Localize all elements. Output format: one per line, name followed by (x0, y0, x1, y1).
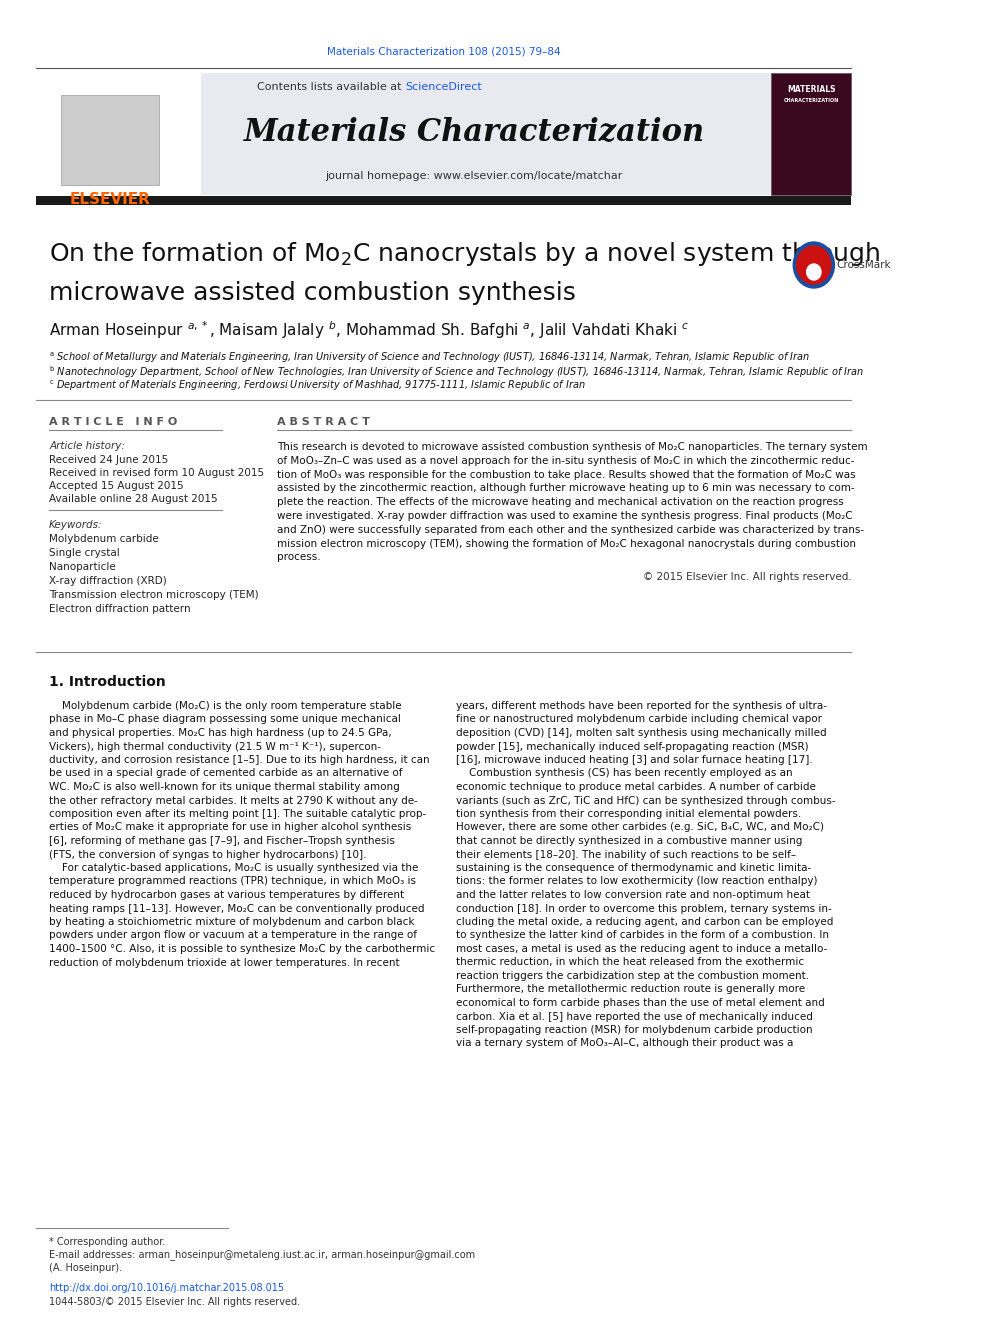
Circle shape (797, 246, 831, 284)
Text: to synthesize the latter kind of carbides in the form of a combustion. In: to synthesize the latter kind of carbide… (456, 930, 829, 941)
Text: This research is devoted to microwave assisted combustion synthesis of Mo₂C nano: This research is devoted to microwave as… (277, 442, 868, 452)
Text: heating ramps [11–13]. However, Mo₂C can be conventionally produced: heating ramps [11–13]. However, Mo₂C can… (50, 904, 425, 913)
Text: years, different methods have been reported for the synthesis of ultra-: years, different methods have been repor… (456, 701, 827, 710)
Text: temperature programmed reactions (TPR) technique, in which MoO₃ is: temperature programmed reactions (TPR) t… (50, 877, 417, 886)
Text: be used in a special grade of cemented carbide as an alternative of: be used in a special grade of cemented c… (50, 769, 403, 778)
Text: mission electron microscopy (TEM), showing the formation of Mo₂C hexagonal nanoc: mission electron microscopy (TEM), showi… (277, 538, 856, 549)
Text: powder [15], mechanically induced self-propagating reaction (MSR): powder [15], mechanically induced self-p… (456, 741, 808, 751)
Text: variants (such as ZrC, TiC and HfC) can be synthesized through combus-: variants (such as ZrC, TiC and HfC) can … (456, 795, 835, 806)
Text: Single crystal: Single crystal (50, 548, 120, 558)
Text: (FTS, the conversion of syngas to higher hydrocarbons) [10].: (FTS, the conversion of syngas to higher… (50, 849, 367, 860)
Text: cluding the metal oxide, a reducing agent, and carbon can be employed: cluding the metal oxide, a reducing agen… (456, 917, 833, 927)
Text: WC. Mo₂C is also well-known for its unique thermal stability among: WC. Mo₂C is also well-known for its uniq… (50, 782, 400, 792)
Circle shape (794, 242, 834, 288)
Text: Received in revised form 10 August 2015: Received in revised form 10 August 2015 (50, 468, 264, 478)
Text: http://dx.doi.org/10.1016/j.matchar.2015.08.015: http://dx.doi.org/10.1016/j.matchar.2015… (50, 1283, 285, 1293)
Text: On the formation of Mo$_2$C nanocrystals by a novel system through: On the formation of Mo$_2$C nanocrystals… (50, 239, 880, 269)
Text: reduction of molybdenum trioxide at lower temperatures. In recent: reduction of molybdenum trioxide at lowe… (50, 958, 400, 967)
Text: ELSEVIER: ELSEVIER (69, 193, 151, 208)
Bar (36, 196, 851, 205)
Text: Transmission electron microscopy (TEM): Transmission electron microscopy (TEM) (50, 590, 259, 601)
Text: Available online 28 August 2015: Available online 28 August 2015 (50, 493, 218, 504)
Text: sustaining is the consequence of thermodynamic and kinetic limita-: sustaining is the consequence of thermod… (456, 863, 811, 873)
Text: Molybdenum carbide: Molybdenum carbide (50, 534, 159, 544)
Text: $^{\mathrm{b}}$ Nanotechnology Department, School of New Technologies, Iran Univ: $^{\mathrm{b}}$ Nanotechnology Departmen… (50, 364, 864, 380)
Text: deposition (CVD) [14], molten salt synthesis using mechanically milled: deposition (CVD) [14], molten salt synth… (456, 728, 826, 738)
Text: Materials Characterization 108 (2015) 79–84: Materials Characterization 108 (2015) 79… (326, 48, 560, 57)
Text: 1044-5803/© 2015 Elsevier Inc. All rights reserved.: 1044-5803/© 2015 Elsevier Inc. All right… (50, 1297, 301, 1307)
Text: thermic reduction, in which the heat released from the exothermic: thermic reduction, in which the heat rel… (456, 958, 805, 967)
Bar (771, 73, 851, 194)
Text: $^{\mathrm{c}}$ Department of Materials Engineering, Ferdowsi University of Mash: $^{\mathrm{c}}$ Department of Materials … (50, 378, 586, 393)
Text: and the latter relates to low conversion rate and non-optimum heat: and the latter relates to low conversion… (456, 890, 810, 900)
Text: most cases, a metal is used as the reducing agent to induce a metallo-: most cases, a metal is used as the reduc… (456, 945, 827, 954)
Text: by heating a stoichiometric mixture of molybdenum and carbon black: by heating a stoichiometric mixture of m… (50, 917, 415, 927)
Circle shape (806, 265, 821, 280)
Text: their elements [18–20]. The inability of such reactions to be self–: their elements [18–20]. The inability of… (456, 849, 797, 860)
Text: Keywords:: Keywords: (50, 520, 103, 531)
Bar (61, 95, 159, 185)
Text: microwave assisted combustion synthesis: microwave assisted combustion synthesis (50, 280, 576, 306)
Text: tions: the former relates to low exothermicity (low reaction enthalpy): tions: the former relates to low exother… (456, 877, 817, 886)
Text: process.: process. (277, 553, 320, 562)
Text: conduction [18]. In order to overcome this problem, ternary systems in-: conduction [18]. In order to overcome th… (456, 904, 832, 913)
Text: the other refractory metal carbides. It melts at 2790 K without any de-: the other refractory metal carbides. It … (50, 795, 418, 806)
Text: phase in Mo–C phase diagram possessing some unique mechanical: phase in Mo–C phase diagram possessing s… (50, 714, 401, 725)
Text: A B S T R A C T: A B S T R A C T (277, 417, 370, 427)
Text: Article history:: Article history: (50, 441, 125, 451)
Text: MATERIALS: MATERIALS (787, 86, 835, 94)
Text: powders under argon flow or vacuum at a temperature in the range of: powders under argon flow or vacuum at a … (50, 930, 418, 941)
Text: economic technique to produce metal carbides. A number of carbide: economic technique to produce metal carb… (456, 782, 816, 792)
Text: © 2015 Elsevier Inc. All rights reserved.: © 2015 Elsevier Inc. All rights reserved… (643, 573, 851, 582)
Text: were investigated. X-ray powder diffraction was used to examine the synthesis pr: were investigated. X-ray powder diffract… (277, 511, 853, 521)
Bar (201, 73, 771, 194)
Text: carbon. Xia et al. [5] have reported the use of mechanically induced: carbon. Xia et al. [5] have reported the… (456, 1012, 813, 1021)
Text: Electron diffraction pattern: Electron diffraction pattern (50, 605, 190, 614)
Text: composition even after its melting point [1]. The suitable catalytic prop-: composition even after its melting point… (50, 808, 427, 819)
Text: tion of MoO₃ was responsible for the combustion to take place. Results showed th: tion of MoO₃ was responsible for the com… (277, 470, 856, 480)
Text: Materials Characterization: Materials Characterization (243, 118, 704, 148)
Text: Accepted 15 August 2015: Accepted 15 August 2015 (50, 482, 184, 491)
Text: 1400–1500 °C. Also, it is possible to synthesize Mo₂C by the carbothermic: 1400–1500 °C. Also, it is possible to sy… (50, 945, 435, 954)
Text: Received 24 June 2015: Received 24 June 2015 (50, 455, 169, 464)
Text: ScienceDirect: ScienceDirect (405, 82, 482, 93)
Text: via a ternary system of MoO₃–Al–C, although their product was a: via a ternary system of MoO₃–Al–C, altho… (456, 1039, 794, 1049)
Text: erties of Mo₂C make it appropriate for use in higher alcohol synthesis: erties of Mo₂C make it appropriate for u… (50, 823, 412, 832)
Text: X-ray diffraction (XRD): X-ray diffraction (XRD) (50, 576, 167, 586)
Text: and ZnO) were successfully separated from each other and the synthesized carbide: and ZnO) were successfully separated fro… (277, 525, 864, 534)
Text: CrossMark: CrossMark (836, 261, 891, 270)
Text: For catalytic-based applications, Mo₂C is usually synthesized via the: For catalytic-based applications, Mo₂C i… (50, 863, 419, 873)
Text: E-mail addresses: arman_hoseinpur@metaleng.iust.ac.ir, arman.hoseinpur@gmail.com: E-mail addresses: arman_hoseinpur@metale… (50, 1249, 475, 1261)
Text: ductivity, and corrosion resistance [1–5]. Due to its high hardness, it can: ductivity, and corrosion resistance [1–5… (50, 755, 430, 765)
Text: Contents lists available at: Contents lists available at (257, 82, 405, 93)
Text: plete the reaction. The effects of the microwave heating and mechanical activati: plete the reaction. The effects of the m… (277, 497, 844, 507)
Text: reduced by hydrocarbon gases at various temperatures by different: reduced by hydrocarbon gases at various … (50, 890, 405, 900)
Text: Vickers), high thermal conductivity (21.5 W m⁻¹ K⁻¹), supercon-: Vickers), high thermal conductivity (21.… (50, 741, 381, 751)
Text: journal homepage: www.elsevier.com/locate/matchar: journal homepage: www.elsevier.com/locat… (325, 171, 623, 181)
Text: tion synthesis from their corresponding initial elemental powders.: tion synthesis from their corresponding … (456, 808, 802, 819)
Text: Molybdenum carbide (Mo₂C) is the only room temperature stable: Molybdenum carbide (Mo₂C) is the only ro… (50, 701, 402, 710)
Text: Arman Hoseinpur $^{a,*}$, Maisam Jalaly $^{b}$, Mohammad Sh. Bafghi $^{a}$, Jali: Arman Hoseinpur $^{a,*}$, Maisam Jalaly … (50, 319, 689, 341)
Text: CHARACTERIZATION: CHARACTERIZATION (784, 98, 839, 102)
Text: However, there are some other carbides (e.g. SiC, B₄C, WC, and Mo₂C): However, there are some other carbides (… (456, 823, 824, 832)
Text: (A. Hoseinpur).: (A. Hoseinpur). (50, 1263, 122, 1273)
Text: [16], microwave induced heating [3] and solar furnace heating [17].: [16], microwave induced heating [3] and … (456, 755, 812, 765)
Text: Furthermore, the metallothermic reduction route is generally more: Furthermore, the metallothermic reductio… (456, 984, 806, 995)
Text: of MoO₃–Zn–C was used as a novel approach for the in-situ synthesis of Mo₂C in w: of MoO₃–Zn–C was used as a novel approac… (277, 456, 855, 466)
Text: fine or nanostructured molybdenum carbide including chemical vapor: fine or nanostructured molybdenum carbid… (456, 714, 822, 725)
Text: 1. Introduction: 1. Introduction (50, 675, 166, 689)
Text: and physical properties. Mo₂C has high hardness (up to 24.5 GPa,: and physical properties. Mo₂C has high h… (50, 728, 392, 738)
Text: $^{\mathrm{a}}$ School of Metallurgy and Materials Engineering, Iran University : $^{\mathrm{a}}$ School of Metallurgy and… (50, 351, 810, 365)
Text: economical to form carbide phases than the use of metal element and: economical to form carbide phases than t… (456, 998, 825, 1008)
Text: reaction triggers the carbidization step at the combustion moment.: reaction triggers the carbidization step… (456, 971, 809, 980)
Text: assisted by the zincothermic reaction, although further microwave heating up to : assisted by the zincothermic reaction, a… (277, 483, 855, 493)
Text: Nanoparticle: Nanoparticle (50, 562, 116, 572)
Text: [6], reforming of methane gas [7–9], and Fischer–Tropsh synthesis: [6], reforming of methane gas [7–9], and… (50, 836, 395, 845)
Text: that cannot be directly synthesized in a combustive manner using: that cannot be directly synthesized in a… (456, 836, 803, 845)
Text: * Corresponding author.: * Corresponding author. (50, 1237, 166, 1248)
Text: Combustion synthesis (CS) has been recently employed as an: Combustion synthesis (CS) has been recen… (456, 769, 793, 778)
Bar (36, 73, 201, 194)
Text: self-propagating reaction (MSR) for molybdenum carbide production: self-propagating reaction (MSR) for moly… (456, 1025, 812, 1035)
Text: A R T I C L E   I N F O: A R T I C L E I N F O (50, 417, 178, 427)
